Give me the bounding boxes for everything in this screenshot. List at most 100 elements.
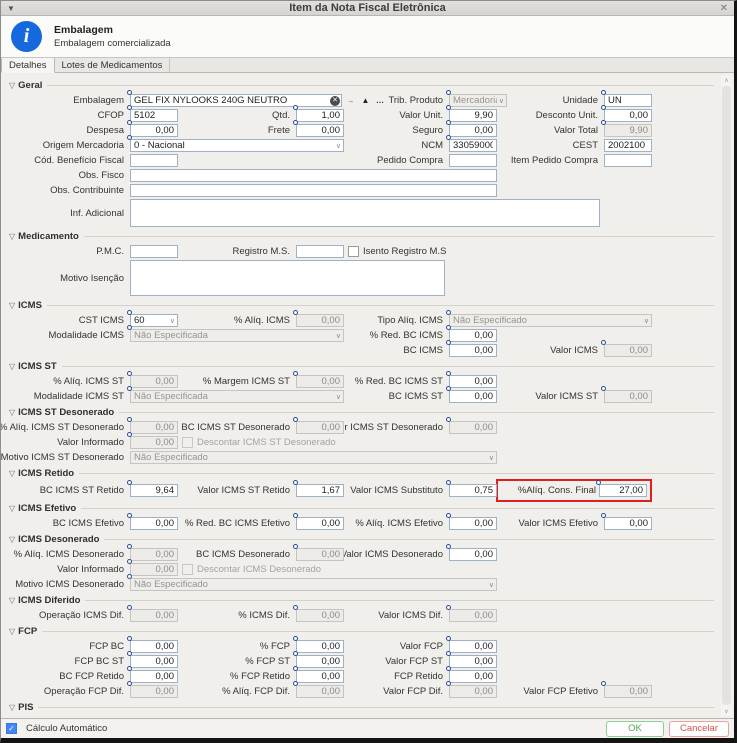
fcp-pct-input[interactable] xyxy=(296,640,344,653)
dropdown-arrow-icon: ∨ xyxy=(335,393,341,401)
aliq-icms-desonerado-label-text: % Alíq. ICMS Desonerado xyxy=(13,549,124,560)
tab-lotes-de-medicamentos[interactable]: Lotes de Medicamentos xyxy=(55,58,171,72)
ok-button[interactable]: OK xyxy=(605,720,664,737)
red-bc-icms-efetivo-field xyxy=(293,513,344,530)
collapse-icon[interactable]: ▽ xyxy=(9,469,16,478)
close-icon[interactable]: ✕ xyxy=(719,2,728,14)
red-bc-icms-efetivo-input[interactable] xyxy=(296,517,344,530)
aliq-icms-efetivo-input[interactable] xyxy=(449,517,497,530)
ncm-input[interactable] xyxy=(449,139,497,152)
valor-icms-st-retido-input[interactable] xyxy=(296,484,344,497)
clear-icon[interactable]: ✕ xyxy=(330,95,340,106)
collapse-icon[interactable]: ▽ xyxy=(9,596,16,605)
field-help-badge-icon xyxy=(127,636,132,641)
red-bc-icms-input[interactable] xyxy=(449,329,497,342)
qtd-input[interactable] xyxy=(296,109,344,122)
red-bc-icms-st-input[interactable] xyxy=(449,375,497,388)
registro-ms-label: Registro M.S. xyxy=(182,246,292,257)
bc-fcp-retido-input[interactable] xyxy=(130,670,178,683)
collapse-icon[interactable]: ▽ xyxy=(9,703,16,712)
window-menu-icon[interactable]: ▼ xyxy=(7,3,15,13)
valor-icms-efetivo-input[interactable] xyxy=(604,517,652,530)
bc-icms-st-input[interactable] xyxy=(449,390,497,403)
fcp-st-pct-label: % FCP ST xyxy=(182,656,292,667)
field-help-badge-icon xyxy=(293,636,298,641)
fcp-retido-input[interactable] xyxy=(449,670,497,683)
bc-icms-input[interactable] xyxy=(449,344,497,357)
collapse-icon[interactable]: ▽ xyxy=(9,232,16,241)
valor-icms-substituto-input[interactable] xyxy=(449,484,497,497)
isento-registro-ms-checkbox[interactable] xyxy=(348,246,359,257)
fcp-st-pct-field xyxy=(293,651,344,668)
bc-icms-st-retido-input[interactable] xyxy=(130,484,178,497)
modalidade-icms-st-label: Modalidade ICMS ST xyxy=(9,391,126,402)
fcp-st-pct-input[interactable] xyxy=(296,655,344,668)
fcp-retido-pct-input[interactable] xyxy=(296,670,344,683)
fcp-bc-input[interactable] xyxy=(130,640,178,653)
pmc-input[interactable] xyxy=(130,245,178,258)
fcp-retido-pct-label: % FCP Retido xyxy=(182,671,292,682)
valor-icms-label: Valor ICMS xyxy=(501,345,600,356)
operacao-icms-dif-field xyxy=(127,605,178,622)
valor-informado-st-label-text: Valor Informado xyxy=(57,437,124,448)
seguro-input[interactable] xyxy=(449,124,497,137)
cst-icms-select[interactable]: 60 ∨ xyxy=(130,314,178,327)
origem-mercadoria-select[interactable]: 0 - Nacional ∨ xyxy=(130,139,344,152)
form-row: % Alíq. ICMS Desonerado BC ICMS Desonerad… xyxy=(9,544,714,561)
collapse-icon[interactable]: ▽ xyxy=(9,301,16,310)
browse-icon[interactable]: … xyxy=(376,96,385,105)
tab-detalhes[interactable]: Detalhes xyxy=(1,58,55,73)
cest-input[interactable] xyxy=(604,139,652,152)
despesa-input[interactable] xyxy=(130,124,178,137)
valor-fcp-input[interactable] xyxy=(449,640,497,653)
aliq-cons-final-input[interactable] xyxy=(599,484,647,497)
field-help-badge-icon xyxy=(446,340,451,345)
obs-contribuinte-input[interactable] xyxy=(130,184,497,197)
section-1: ▽ Medicamento P.M.C. Registro M.S. Isento Re… xyxy=(9,231,714,296)
valor-icms-efetivo-field xyxy=(601,513,652,530)
scroll-down-icon[interactable]: ∨ xyxy=(724,708,729,715)
collapse-icon[interactable]: ▽ xyxy=(9,535,16,544)
pedido-compra-input[interactable] xyxy=(449,154,497,167)
cod-beneficio-fiscal-input[interactable] xyxy=(130,154,178,167)
valor-informado-desonerado-label: Valor Informado xyxy=(9,564,126,575)
cancel-button[interactable]: Cancelar xyxy=(668,720,729,737)
cfop-input[interactable] xyxy=(130,109,178,122)
calculo-automatico-checkbox[interactable]: ✓ xyxy=(6,723,17,734)
valor-fcp-st-input[interactable] xyxy=(449,655,497,668)
scrollbar[interactable]: ∧ ∨ xyxy=(721,75,732,716)
collapse-icon[interactable]: ▽ xyxy=(9,362,16,371)
registro-ms-input[interactable] xyxy=(296,245,344,258)
unidade-label-text: Unidade xyxy=(562,95,598,106)
expand-icon[interactable]: ▲ xyxy=(361,96,370,105)
valor-icms-desonerado-input[interactable] xyxy=(449,548,497,561)
bc-icms-desonerado-label-text: BC ICMS Desonerado xyxy=(196,549,290,560)
motivo-isencao-textarea[interactable] xyxy=(130,260,445,296)
desconto-unit-input[interactable] xyxy=(604,109,652,122)
field-help-badge-icon xyxy=(446,310,451,315)
form-row: Valor Informado Descontar ICMS Desonerado xyxy=(9,559,714,576)
collapse-icon[interactable]: ▽ xyxy=(9,627,16,636)
collapse-icon[interactable]: ▽ xyxy=(9,81,16,90)
scroll-up-icon[interactable]: ∧ xyxy=(724,77,729,84)
goto-icon[interactable]: → xyxy=(346,96,355,105)
inf-adicional-textarea[interactable] xyxy=(130,199,600,227)
form-row: Cód. Benefício Fiscal Pedido Compra Item P… xyxy=(9,154,714,167)
valor-unit-label-text: Valor Unit. xyxy=(399,110,443,121)
valor-unit-input[interactable] xyxy=(449,109,497,122)
embalagem-input[interactable] xyxy=(130,94,342,107)
scrollbar-thumb[interactable] xyxy=(722,86,731,705)
fcp-bc-label: FCP BC xyxy=(9,641,126,652)
motivo-icms-st-desonerado-label-text: Motivo ICMS ST Desonerado xyxy=(1,452,124,463)
frete-input[interactable] xyxy=(296,124,344,137)
aliq-icms-st-field xyxy=(127,371,178,388)
unidade-input[interactable] xyxy=(604,94,652,107)
fcp-bc-st-input[interactable] xyxy=(130,655,178,668)
bc-icms-efetivo-input[interactable] xyxy=(130,517,178,530)
collapse-icon[interactable]: ▽ xyxy=(9,504,16,513)
collapse-icon[interactable]: ▽ xyxy=(9,408,16,417)
dropdown-arrow-icon: ∨ xyxy=(498,97,504,105)
section-divider xyxy=(47,85,714,86)
obs-fisco-input[interactable] xyxy=(130,169,497,182)
item-pedido-compra-input[interactable] xyxy=(604,154,652,167)
